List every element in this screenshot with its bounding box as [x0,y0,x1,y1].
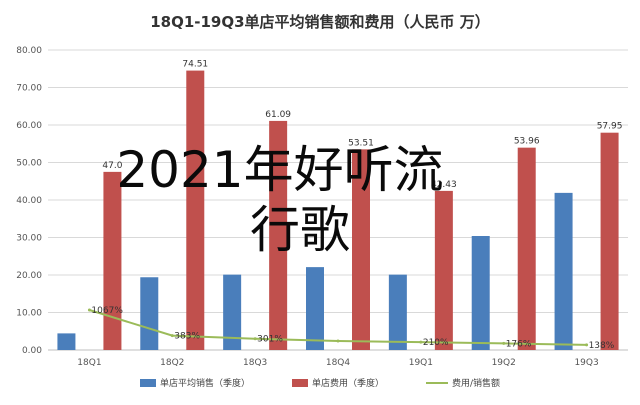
bar-value-label: 74.51 [182,60,208,70]
bar [600,132,619,350]
x-tick-label: 19Q2 [492,358,516,368]
legend-swatch [140,379,156,387]
bar [57,333,76,350]
y-tick-label: 60.00 [16,121,42,131]
line-point [170,334,174,338]
x-tick-label: 18Q2 [160,358,184,368]
y-tick-label: 50.00 [16,159,42,169]
x-tick-label: 19Q3 [574,358,598,368]
y-tick-label: 70.00 [16,84,42,94]
y-tick-label: 30.00 [16,234,42,244]
line-point [585,343,589,347]
bar [223,274,242,350]
bars [57,70,619,351]
legend-label: 单店费用（季度） [312,377,384,389]
bar-value-label: 53.96 [514,137,540,147]
x-tick-label: 19Q1 [409,358,433,368]
bar [103,171,122,350]
y-axis: 0.00 10.00 20.00 30.00 40.00 50.00 60.00 70.00 8… [16,46,42,356]
bar [352,149,370,350]
bar-value-label: 42.43 [431,180,457,190]
ratio-label: 176% [506,339,532,349]
bar [434,190,453,350]
line-point [336,339,340,343]
bar [140,277,159,350]
y-tick-label: 40.00 [16,196,42,206]
ratio-label: 301% [257,335,283,345]
overlay-title: 2021年好听流 行歌 [0,140,560,260]
bar-value-label: 47.0 [102,161,122,171]
ratio-label: 210% [423,338,449,348]
ratio-label: 1067% [91,306,123,316]
x-tick-label: 18Q3 [243,358,267,368]
bar [269,120,288,350]
legend-label: 费用/销售额 [452,377,500,389]
data-labels: 47.0 74.51 61.09 53.51 42.43 53.96 57.95 1067% 3… [91,60,622,351]
bar-value-label: 61.09 [265,110,291,120]
overlay-title-line2: 行歌 [250,201,350,259]
bar [186,70,205,351]
line-point [502,341,506,345]
y-tick-label: 80.00 [16,46,42,56]
x-axis: 18Q1 18Q2 18Q3 18Q4 19Q1 19Q2 19Q3 [77,358,598,368]
x-tick-label: 18Q4 [326,358,351,368]
line-point [87,308,91,312]
bar [471,236,490,350]
legend-swatch [292,379,308,387]
line-point [419,340,423,344]
line-point [253,337,257,341]
y-tick-label: 0.00 [22,346,42,356]
ratio-label: 383% [174,332,200,342]
chart-title: 18Q1-19Q3单店平均销售额和费用（人民币 万） [150,13,490,31]
overlay-title-line1: 2021年好听流 [116,141,444,199]
ratio-line [87,308,589,347]
y-tick-label: 10.00 [16,309,42,319]
x-tick-label: 18Q1 [77,358,101,368]
bar [554,192,573,350]
legend-label: 单店平均销售（季度） [160,377,250,389]
bar [306,267,324,350]
bar [517,147,536,350]
bar-value-label: 53.51 [348,138,374,148]
ratio-label: 138% [589,341,615,351]
bar-value-label: 57.95 [597,122,623,132]
legend: 单店平均销售（季度） 单店费用（季度） 费用/销售额 [140,377,500,389]
y-tick-label: 20.00 [16,271,42,281]
bar [388,274,407,350]
